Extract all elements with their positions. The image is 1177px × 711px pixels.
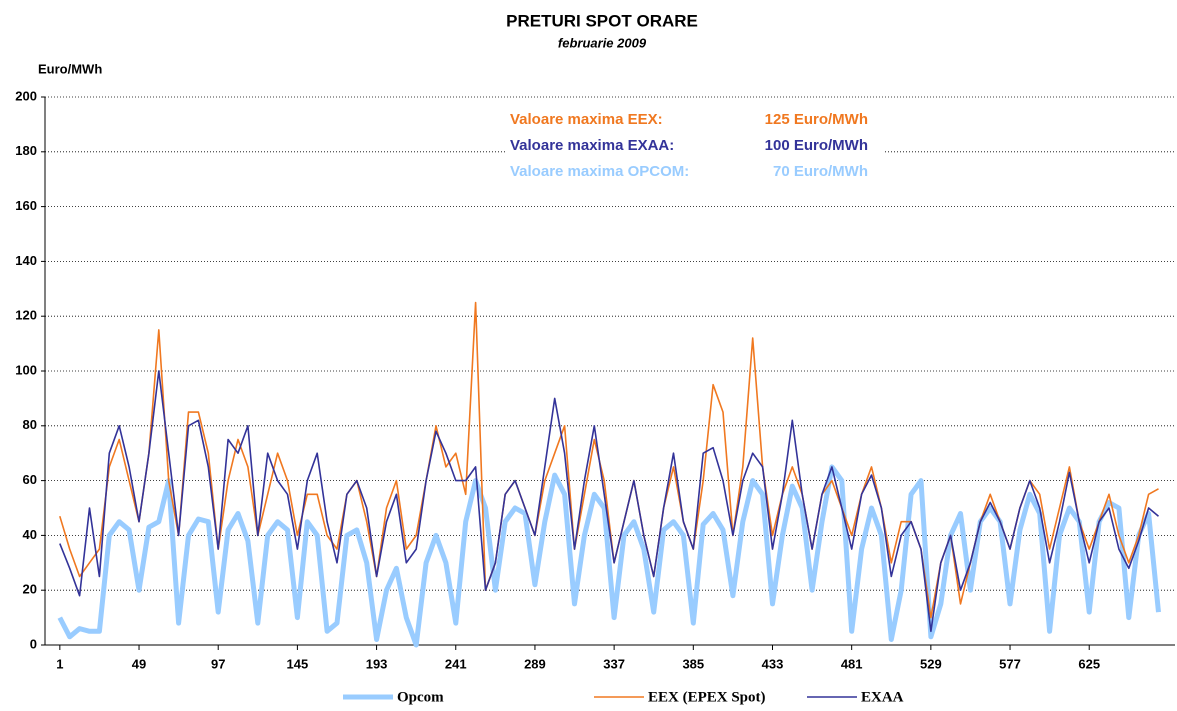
y-tick-label: 80 [23, 417, 37, 432]
x-tick-label: 289 [524, 656, 546, 671]
series-line [59, 370, 1160, 633]
y-tick-label: 160 [15, 198, 37, 213]
y-tick-label: 20 [23, 582, 37, 597]
y-axis-label: Euro/MWh [38, 61, 102, 76]
y-tick-label: 180 [15, 143, 37, 158]
legend-label: EEX (EPEX Spot) [648, 689, 766, 705]
y-tick-label: 120 [15, 308, 37, 323]
x-tick-label: 337 [603, 656, 625, 671]
y-tick-label: 0 [30, 636, 37, 651]
x-tick-label: 577 [999, 656, 1021, 671]
x-tick-label: 97 [211, 656, 225, 671]
annotation-value: 100 Euro/MWh [765, 137, 868, 154]
x-tick-label: 241 [445, 656, 467, 671]
chart-title: PRETURI SPOT ORARE [506, 11, 698, 30]
annotation-label: Valoare maxima OPCOM: [510, 163, 689, 180]
series-line [57, 464, 1161, 648]
legend-label: EXAA [861, 689, 904, 705]
x-tick-label: 625 [1078, 656, 1100, 671]
y-tick-label: 40 [23, 527, 37, 542]
x-tick-label: 529 [920, 656, 942, 671]
x-tick-label: 49 [132, 656, 146, 671]
annotation-label: Valoare maxima EXAA: [510, 137, 674, 154]
y-tick-label: 200 [15, 88, 37, 103]
annotation-value: 125 Euro/MWh [765, 111, 868, 128]
legend-label: Opcom [397, 689, 444, 705]
x-tick-label: 481 [841, 656, 863, 671]
annotation-bg [505, 134, 885, 158]
x-tick-label: 433 [762, 656, 784, 671]
chart-subtitle: februarie 2009 [558, 35, 647, 50]
x-tick-label: 1 [56, 656, 63, 671]
y-tick-label: 140 [15, 253, 37, 268]
x-tick-label: 145 [287, 656, 309, 671]
annotation-label: Valoare maxima EEX: [510, 111, 663, 128]
y-tick-label: 60 [23, 472, 37, 487]
annotation-bg [505, 108, 885, 132]
x-tick-label: 193 [366, 656, 388, 671]
x-tick-label: 385 [682, 656, 704, 671]
y-tick-label: 100 [15, 362, 37, 377]
annotation-value: 70 Euro/MWh [773, 163, 868, 180]
annotation-bg [505, 160, 885, 184]
